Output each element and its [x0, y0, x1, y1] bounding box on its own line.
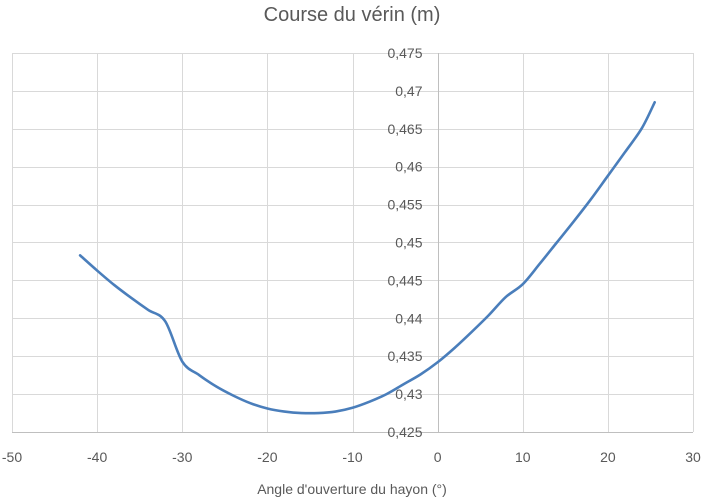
x-tick-label: 30 [685, 449, 701, 465]
x-tick-label: -30 [172, 449, 192, 465]
chart-title: Course du vérin (m) [264, 4, 441, 26]
series-layer [78, 100, 656, 415]
x-tick-label: 20 [600, 449, 616, 465]
y-tick-label: 0,44 [395, 310, 422, 326]
y-tick-label: 0,455 [387, 197, 422, 213]
x-tick-label: -50 [2, 449, 22, 465]
y-tick-label: 0,435 [387, 348, 422, 364]
y-tick-label: 0,445 [387, 272, 422, 288]
x-axis-label: Angle d'ouverture du hayon (°) [257, 481, 447, 497]
tick-labels: -50 -40 -30 -20 -10 0 10 20 30 0,425 0,43 0,435 0,44… [2, 45, 701, 465]
y-tick-label: 0,47 [395, 83, 422, 99]
x-tick-label: 0 [434, 449, 442, 465]
gridlines [12, 53, 694, 433]
y-tick-label: 0,465 [387, 121, 422, 137]
x-tick-label: -10 [342, 449, 362, 465]
axes [12, 53, 693, 433]
x-tick-label: -20 [257, 449, 277, 465]
y-tick-label: 0,43 [395, 386, 422, 402]
y-tick-label: 0,45 [395, 235, 422, 251]
y-tick-label: 0,475 [387, 45, 422, 61]
y-tick-label: 0,46 [395, 159, 422, 175]
x-tick-label: 10 [515, 449, 531, 465]
y-tick-label: 0,425 [387, 424, 422, 440]
series-line [78, 100, 656, 415]
x-tick-label: -40 [87, 449, 107, 465]
